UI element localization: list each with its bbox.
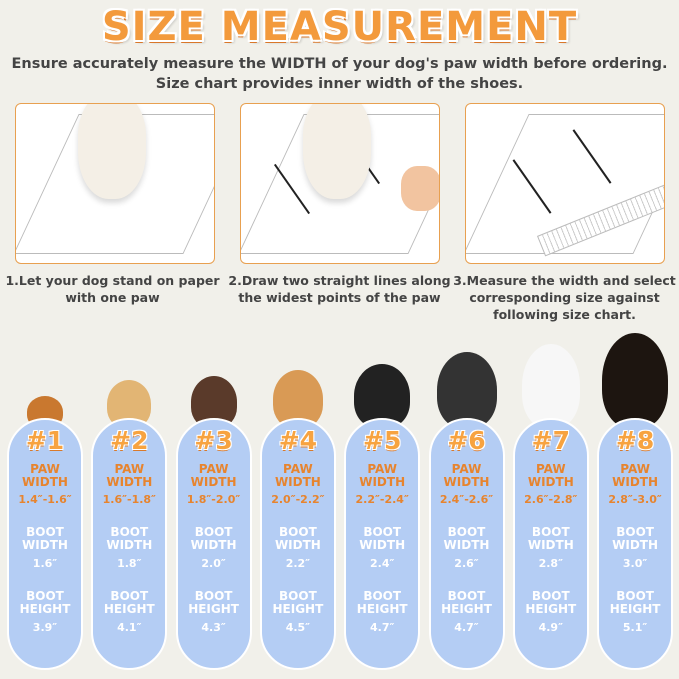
dog-photo [521,344,580,428]
step-1-image [15,103,215,264]
size-number: #2 [110,426,149,455]
paw-label: PAW [451,462,482,476]
paw-label: PAW [535,462,566,476]
paw-label: PAW [114,462,145,476]
boot-height-label: BOOT [616,589,654,603]
size-column: #4 PAW WIDTH 2.0″-2.2″ BOOT WIDTH 2.2″ BOO… [259,340,336,670]
dog-photo [436,352,497,428]
size-number: #7 [531,426,570,455]
size-pill: #7 PAW WIDTH 2.6″-2.8″ BOOT WIDTH 2.8″ BOO… [512,418,589,670]
boot-width-value: 2.2″ [285,557,311,570]
paw-width-value: 2.6″-2.8″ [524,493,578,506]
paw-label: PAW [30,462,60,476]
boot-height-label: BOOT [194,589,233,603]
step-3-image [465,103,665,264]
boot-width-value: 2.0″ [201,557,226,570]
size-pill: #3 PAW WIDTH 1.8″-2.0″ BOOT WIDTH 2.0″ BOO… [175,418,252,670]
boot-width-value: 2.4″ [369,557,395,570]
size-pill: #1 PAW WIDTH 1.4″-1.6″ BOOT WIDTH 1.6″ BOO… [7,418,83,670]
paw-width-value: 2.2″-2.4″ [355,493,409,506]
paw-width-value: 2.0″-2.2″ [271,493,325,506]
boot-height-value: 4.3″ [201,621,226,634]
size-number: #1 [25,426,65,455]
boot-height-label: BOOT [447,589,486,603]
boot-width-label: BOOT [279,525,317,539]
subtitle-line-1: Ensure accurately measure the WIDTH of y… [11,56,668,72]
size-number: #5 [363,426,402,455]
step-2-caption: 2.Draw two straight lines along the wides… [228,273,451,305]
boot-height-label: BOOT [363,589,402,603]
boot-width-value: 1.8″ [117,557,142,570]
paw-label: PAW [367,462,398,476]
size-pill: #8 PAW WIDTH 2.8″-3.0″ BOOT WIDTH 3.0″ BOO… [597,418,674,670]
boot-width-label: BOOT [110,525,149,539]
boot-height-value: 3.9″ [32,621,58,634]
step-1-caption: 1.Let your dog stand on paper with one pa… [5,273,220,305]
boot-width-value: 2.6″ [454,557,479,570]
boot-width-value: 1.6″ [32,557,58,570]
boot-height-value: 5.1″ [622,621,648,634]
paw-width-value: 1.4″-1.6″ [18,493,72,506]
dog-paw-image [78,104,146,199]
paw-width-value: 2.8″-3.0″ [608,493,662,506]
size-pill: #4 PAW WIDTH 2.0″-2.2″ BOOT WIDTH 2.2″ BOO… [259,418,336,670]
size-column: #5 PAW WIDTH 2.2″-2.4″ BOOT WIDTH 2.4″ BOO… [344,340,421,670]
size-column: #2 PAW WIDTH 1.6″-1.8″ BOOT WIDTH 1.8″ BOO… [91,340,168,670]
paw-width-value: 2.4″-2.6″ [439,493,494,506]
boot-height-value: 4.1″ [117,621,142,634]
boot-height-value: 4.7″ [369,621,395,634]
boot-height-label: BOOT [531,589,570,603]
dog-photo [354,364,411,428]
boot-width-label: BOOT [194,525,233,539]
boot-height-value: 4.7″ [454,621,479,634]
boot-height-value: 4.9″ [538,621,563,634]
size-number: #8 [615,426,655,455]
size-number: #3 [194,426,233,455]
size-number: #6 [447,426,486,455]
boot-width-label: BOOT [26,525,64,539]
dog-photo [602,333,669,428]
size-column: #3 PAW WIDTH 1.8″-2.0″ BOOT WIDTH 2.0″ BOO… [175,340,252,670]
size-number: #4 [278,426,318,455]
boot-width-label: BOOT [616,525,654,539]
hand-with-pencil-image [401,166,439,211]
boot-height-label: BOOT [26,589,64,603]
dog-paw-image [303,104,371,199]
size-pill: #2 PAW WIDTH 1.6″-1.8″ BOOT WIDTH 1.8″ BOO… [91,418,168,670]
boot-width-label: BOOT [363,525,402,539]
size-column: #8 PAW WIDTH 2.8″-3.0″ BOOT WIDTH 3.0″ BOO… [597,333,674,670]
boot-height-value: 4.5″ [285,621,311,634]
paw-label: PAW [283,462,313,476]
subtitle-line-2: Size chart provides inner width of the s… [155,76,524,92]
boot-width-value: 2.8″ [538,557,563,570]
paw-width-value: 1.6″-1.8″ [102,493,156,506]
size-pill: #6 PAW WIDTH 2.4″-2.6″ BOOT WIDTH 2.6″ BOO… [428,418,505,670]
step-2-image [240,103,440,264]
paw-width-value: 1.8″-2.0″ [186,493,241,506]
paw-label: PAW [198,462,229,476]
step-3-caption: 3.Measure the width and select correspond… [453,273,676,322]
boot-height-label: BOOT [279,589,317,603]
paw-label: PAW [620,462,650,476]
boot-height-label: BOOT [110,589,149,603]
size-column: #1 PAW WIDTH 1.4″-1.6″ BOOT WIDTH 1.6″ BOO… [7,340,83,670]
boot-width-label: BOOT [531,525,570,539]
page-title: SIZE MEASUREMENT [101,4,578,50]
size-column: #6 PAW WIDTH 2.4″-2.6″ BOOT WIDTH 2.6″ BOO… [428,340,505,670]
boot-width-value: 3.0″ [622,557,648,570]
size-pill: #5 PAW WIDTH 2.2″-2.4″ BOOT WIDTH 2.4″ BOO… [344,418,421,670]
boot-width-label: BOOT [447,525,486,539]
size-column: #7 PAW WIDTH 2.6″-2.8″ BOOT WIDTH 2.8″ BOO… [512,340,589,670]
